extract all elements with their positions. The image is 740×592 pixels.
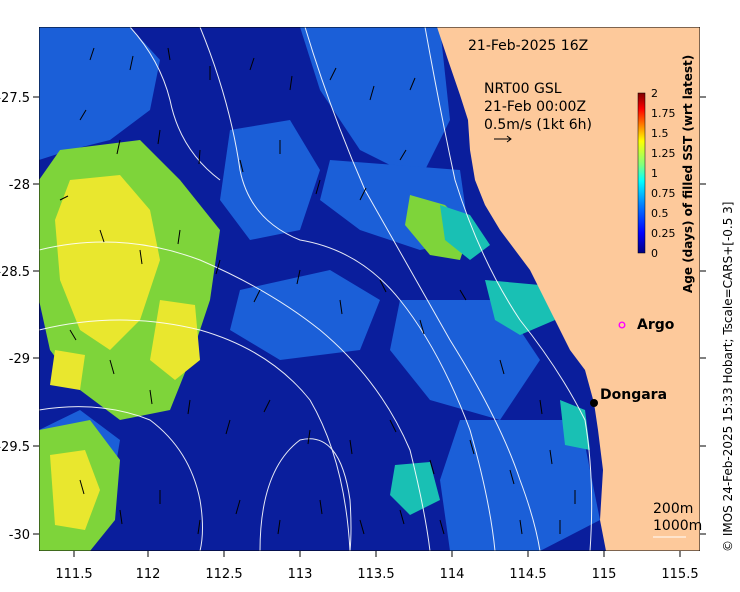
colorbar-gradient <box>637 92 646 254</box>
x-tick-label: 112 <box>136 567 161 582</box>
isobath-contours <box>39 27 593 551</box>
y-axis: -27.5 -28 -28.5 -29 -29.5 -30 <box>0 91 706 543</box>
y-tick-label: -27.5 <box>0 91 30 106</box>
vector-scale-arrow-icon <box>494 135 512 143</box>
x-axis: 111.5 112 112.5 113 113.5 114 114.5 115 … <box>55 551 699 582</box>
ocean-mid-patches <box>39 27 600 551</box>
x-tick-label: 113 <box>288 567 313 582</box>
x-tick-label: 115 <box>592 567 617 582</box>
isobath-label-1000m: 1000m <box>653 518 702 534</box>
land-mass <box>437 27 700 551</box>
x-tick-label: 112.5 <box>205 567 242 582</box>
current-vectors <box>59 47 576 535</box>
y-tick-label: -29.5 <box>0 440 30 455</box>
colorbar-tick: 1.75 <box>651 107 676 120</box>
vector-time-label: 21-Feb 00:00Z <box>484 99 586 115</box>
colorbar-tick: 0.25 <box>651 227 676 240</box>
argo-label: Argo <box>637 317 675 333</box>
dongara-marker-icon <box>590 399 598 407</box>
colorbar-title: Age (days) of filled SST (wrt latest) <box>681 55 695 293</box>
colorbar: 2 1.75 1.5 1.25 1 0.75 0.5 0.25 0 Age (d… <box>637 55 695 293</box>
sst-cyan-patches <box>390 205 590 515</box>
colorbar-tick: 1.25 <box>651 147 676 160</box>
x-tick-label: 113.5 <box>357 567 394 582</box>
argo-marker-icon <box>618 321 626 329</box>
dongara-label: Dongara <box>600 387 667 403</box>
colorbar-tick: 1 <box>651 167 658 180</box>
map-timestamp: 21-Feb-2025 16Z <box>468 38 588 54</box>
vector-scale-label: 0.5m/s (1kt 6h) <box>484 117 592 133</box>
x-tick-label: 114 <box>440 567 465 582</box>
y-tick-label: -29 <box>9 352 30 367</box>
colorbar-tick: 1.5 <box>651 127 669 140</box>
y-tick-label: -28.5 <box>0 265 30 280</box>
y-tick-label: -28 <box>9 178 30 193</box>
colorbar-tick: 2 <box>651 87 658 100</box>
credit-text: © IMOS 24-Feb-2025 15:33 Hobart; Tscale=… <box>721 202 735 552</box>
colorbar-tick: 0 <box>651 247 658 260</box>
y-tick-label: -30 <box>9 528 30 543</box>
map-panel <box>39 27 700 551</box>
sst-yellow-patches <box>50 175 200 530</box>
x-tick-label: 111.5 <box>55 567 92 582</box>
colorbar-tick: 0.5 <box>651 207 669 220</box>
x-tick-label: 114.5 <box>509 567 546 582</box>
x-tick-label: 115.5 <box>661 567 698 582</box>
product-label: NRT00 GSL <box>484 81 562 97</box>
colorbar-tick: 0.75 <box>651 187 676 200</box>
isobath-label-200m: 200m <box>653 501 693 517</box>
